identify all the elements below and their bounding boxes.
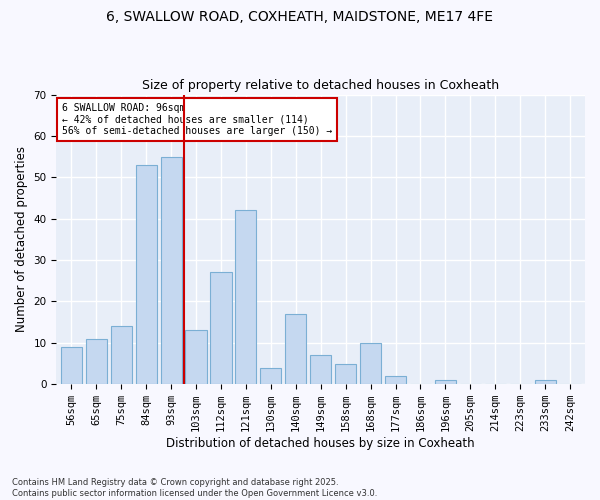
Bar (385, 376, 406, 384)
Text: Contains HM Land Registry data © Crown copyright and database right 2025.
Contai: Contains HM Land Registry data © Crown c… (12, 478, 377, 498)
Bar (86, 338, 107, 384)
Title: Size of property relative to detached houses in Coxheath: Size of property relative to detached ho… (142, 79, 499, 92)
Text: 6, SWALLOW ROAD, COXHEATH, MAIDSTONE, ME17 4FE: 6, SWALLOW ROAD, COXHEATH, MAIDSTONE, ME… (107, 10, 493, 24)
Bar (235, 210, 256, 384)
Bar (335, 364, 356, 384)
Bar (310, 356, 331, 384)
X-axis label: Distribution of detached houses by size in Coxheath: Distribution of detached houses by size … (166, 437, 475, 450)
Bar (161, 156, 182, 384)
Y-axis label: Number of detached properties: Number of detached properties (15, 146, 28, 332)
Bar (260, 368, 281, 384)
Bar (211, 272, 232, 384)
Bar (535, 380, 556, 384)
Bar (360, 343, 381, 384)
Text: 6 SWALLOW ROAD: 96sqm
← 42% of detached houses are smaller (114)
56% of semi-det: 6 SWALLOW ROAD: 96sqm ← 42% of detached … (62, 103, 332, 136)
Bar (285, 314, 307, 384)
Bar (185, 330, 206, 384)
Bar (136, 165, 157, 384)
Bar (61, 347, 82, 384)
Bar (110, 326, 132, 384)
Bar (435, 380, 456, 384)
